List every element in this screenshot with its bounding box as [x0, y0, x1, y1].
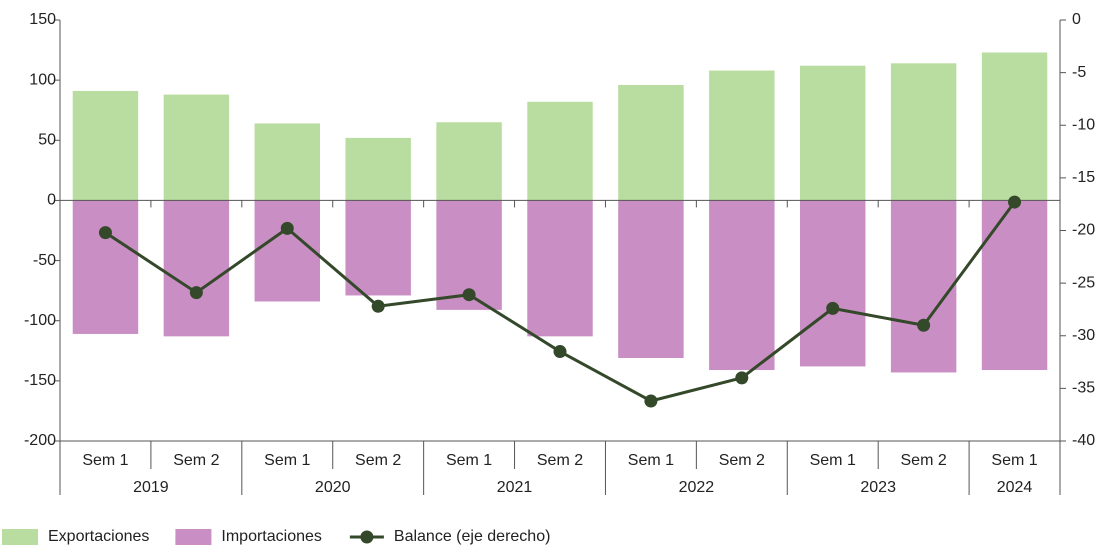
bar [163, 200, 230, 337]
y-tick-label: -200 [24, 432, 56, 449]
y2-tick-label: -20 [1072, 222, 1095, 239]
y-tick-label: -50 [33, 252, 56, 269]
x-tick-label: Sem 2 [537, 452, 583, 469]
legend-swatch [175, 529, 212, 545]
bar [800, 200, 866, 367]
y-tick-label: 100 [29, 71, 56, 88]
y-tick-label: -150 [24, 372, 56, 389]
bar [709, 200, 775, 371]
bar [527, 200, 593, 337]
x-group-label: 2024 [997, 479, 1033, 496]
point [189, 286, 203, 300]
x-tick-label: Sem 2 [355, 452, 401, 469]
y2-tick-label: -25 [1072, 274, 1095, 291]
bar [618, 84, 684, 201]
x-tick-label: Sem 2 [719, 452, 765, 469]
point [371, 299, 385, 313]
bar [890, 200, 957, 373]
point [1008, 195, 1022, 209]
bar [254, 123, 320, 201]
legend-label: Importaciones [221, 528, 322, 545]
x-tick-label: Sem 1 [82, 452, 128, 469]
bar [72, 200, 139, 334]
x-group-label: 2022 [679, 479, 715, 496]
x-tick-label: Sem 1 [446, 452, 492, 469]
y2-tick-label: -10 [1072, 116, 1095, 133]
x-tick-label: Sem 1 [991, 452, 1037, 469]
x-tick-label: Sem 1 [628, 452, 674, 469]
x-group-label: 2021 [497, 479, 533, 496]
x-tick-label: Sem 1 [810, 452, 856, 469]
bar [72, 90, 139, 201]
bar [618, 200, 684, 359]
y2-tick-label: -15 [1072, 169, 1095, 186]
bar [345, 200, 411, 296]
y2-tick-label: -35 [1072, 380, 1095, 397]
bar [527, 101, 593, 201]
y2-tick-label: 0 [1072, 11, 1081, 28]
bar [800, 65, 866, 201]
point [98, 226, 112, 240]
bar [163, 94, 230, 201]
y-tick-label: -100 [24, 312, 56, 329]
x-tick-label: Sem 2 [173, 452, 219, 469]
x-tick-label: Sem 1 [264, 452, 310, 469]
point [553, 345, 567, 359]
x-group-label: 2020 [315, 479, 351, 496]
legend-swatch [2, 529, 38, 545]
y-tick-label: 0 [47, 192, 56, 209]
bar [254, 200, 320, 302]
x-tick-label: Sem 2 [901, 452, 947, 469]
bar [890, 63, 957, 201]
point [280, 221, 294, 235]
y-tick-label: 50 [38, 132, 56, 149]
point [735, 371, 749, 385]
legend-label: Exportaciones [48, 528, 149, 545]
bar [709, 70, 775, 201]
legend-swatch [360, 530, 374, 544]
point [644, 394, 658, 408]
legend-label: Balance (eje derecho) [394, 528, 551, 545]
bar [436, 122, 502, 201]
y-tick-label: 150 [29, 11, 56, 28]
point [462, 288, 476, 302]
x-group-label: 2023 [860, 479, 896, 496]
bar [345, 137, 411, 201]
y2-tick-label: -30 [1072, 327, 1095, 344]
bar [981, 200, 1048, 371]
point [917, 318, 931, 332]
y2-tick-label: -5 [1072, 64, 1086, 81]
x-group-label: 2019 [133, 479, 169, 496]
point [826, 301, 840, 315]
y2-tick-label: -40 [1072, 432, 1095, 449]
bar [981, 52, 1048, 201]
